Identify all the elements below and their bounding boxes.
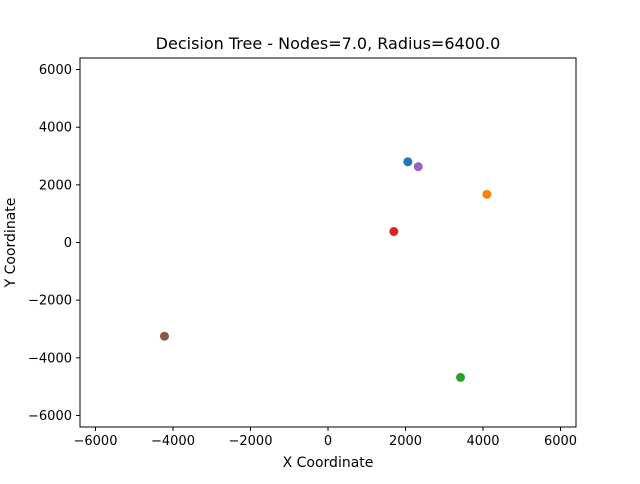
y-tick-label: −2000 bbox=[28, 294, 72, 309]
x-tick-label: 0 bbox=[324, 434, 332, 449]
chart-title: Decision Tree - Nodes=7.0, Radius=6400.0 bbox=[156, 34, 501, 53]
plot-area bbox=[79, 57, 577, 428]
y-tick-label: 2000 bbox=[39, 178, 72, 193]
y-tick-label: −4000 bbox=[28, 351, 72, 366]
y-tick-label: −6000 bbox=[28, 409, 72, 424]
data-point bbox=[482, 189, 492, 199]
x-axis-label: X Coordinate bbox=[283, 455, 374, 471]
data-point bbox=[159, 331, 169, 341]
x-axis: −6000 −4000 −2000 0 2000 4000 6000 bbox=[74, 427, 577, 449]
x-tick-label: 6000 bbox=[544, 434, 577, 449]
x-tick-label: −4000 bbox=[151, 434, 195, 449]
y-tick-label: 0 bbox=[64, 236, 72, 251]
data-point bbox=[389, 227, 399, 237]
y-axis-label: Y Coordinate bbox=[3, 198, 19, 289]
y-axis: −6000 −4000 −2000 0 2000 4000 6000 bbox=[28, 63, 80, 424]
x-tick-label: 4000 bbox=[466, 434, 499, 449]
x-tick-label: −6000 bbox=[74, 434, 118, 449]
y-tick-label: 6000 bbox=[39, 63, 72, 78]
x-tick-label: 2000 bbox=[389, 434, 422, 449]
data-point bbox=[403, 157, 413, 167]
data-point bbox=[456, 372, 466, 382]
data-points bbox=[159, 157, 492, 382]
data-point bbox=[413, 162, 423, 172]
x-tick-label: −2000 bbox=[229, 434, 273, 449]
y-tick-label: 4000 bbox=[39, 121, 72, 136]
plot-frame bbox=[79, 57, 577, 428]
